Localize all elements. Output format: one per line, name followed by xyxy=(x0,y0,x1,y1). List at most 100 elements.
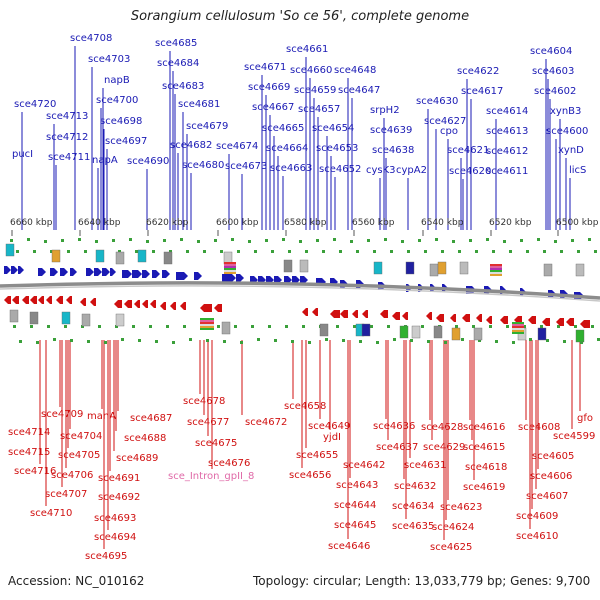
reverse-gene-arrow xyxy=(170,302,176,310)
scale-tick-label: 6500 kbp xyxy=(556,218,599,228)
reverse-feature-block xyxy=(433,325,443,339)
label-connectors xyxy=(21,46,581,549)
marker-dot xyxy=(186,250,189,253)
reverse-feature-block xyxy=(29,311,39,325)
forward-gene-label: sce4690 xyxy=(127,156,169,167)
marker-dot xyxy=(47,325,50,328)
forward-gene-arrow xyxy=(102,268,110,276)
marker-dot xyxy=(469,239,472,242)
forward-gene-label: cypA2 xyxy=(396,165,427,176)
forward-gene-label: sce4665 xyxy=(262,123,304,134)
reverse-feature-block xyxy=(319,323,329,337)
forward-gene-arrow xyxy=(50,268,58,276)
reverse-gene-arrow xyxy=(66,296,72,304)
forward-gene-label: sce4698 xyxy=(100,116,142,127)
forward-gene-label: sce4674 xyxy=(216,141,258,152)
marker-dot xyxy=(67,250,70,253)
forward-feature-block xyxy=(429,263,439,277)
forward-feature-block xyxy=(490,272,502,274)
scale-tick-label: 6580 kbp xyxy=(284,218,327,228)
marker-dot xyxy=(132,325,135,328)
reverse-feature-block xyxy=(451,327,461,341)
forward-gene-label: sce4671 xyxy=(244,62,286,73)
marker-dot xyxy=(322,250,325,253)
forward-gene-label: sce4627 xyxy=(424,116,466,127)
marker-dot xyxy=(36,341,39,344)
forward-gene-label: sce4679 xyxy=(186,121,228,132)
marker-dot xyxy=(393,338,396,341)
forward-gene-label: sce4617 xyxy=(461,86,503,97)
reverse-feature-block xyxy=(200,328,214,330)
forward-gene-label: xynB3 xyxy=(550,106,581,117)
reverse-gene-label: sce4609 xyxy=(516,511,558,522)
marker-dot xyxy=(495,340,498,343)
reverse-gene-label: sce4623 xyxy=(440,502,482,513)
marker-dot xyxy=(594,250,597,253)
reverse-gene-arrow xyxy=(180,302,186,310)
marker-dot xyxy=(387,325,390,328)
marker-dot xyxy=(546,339,549,342)
marker-dot xyxy=(376,341,379,344)
reverse-gene-label: sce4634 xyxy=(392,501,434,512)
forward-gene-label: sce4614 xyxy=(486,106,528,117)
marker-dot xyxy=(424,250,427,253)
forward-gene-label: sce4673 xyxy=(225,161,267,172)
marker-dot xyxy=(353,325,356,328)
reverse-gene-label: sce4616 xyxy=(463,422,505,433)
marker-dot xyxy=(333,238,336,241)
marker-dot xyxy=(95,240,98,243)
marker-dot xyxy=(512,341,515,344)
scale-tick-label: 6520 kbp xyxy=(489,218,532,228)
reverse-feature-block xyxy=(512,332,524,334)
reverse-gene-arrow xyxy=(556,318,564,326)
reverse-feature-block xyxy=(473,327,483,341)
marker-dot xyxy=(523,325,526,328)
rna-feature-label: sce_Intron_gpII_8 xyxy=(168,471,254,482)
marker-dot xyxy=(302,325,305,328)
reverse-gene-label: sce4625 xyxy=(430,542,472,553)
forward-feature-block xyxy=(224,264,236,266)
marker-dot xyxy=(121,338,124,341)
forward-feature-block xyxy=(490,270,502,272)
forward-gene-label: srpH2 xyxy=(370,105,400,116)
reverse-gene-label: sce4646 xyxy=(328,541,370,552)
forward-gene-arrow xyxy=(142,270,150,278)
marker-dot xyxy=(580,341,583,344)
forward-feature-block xyxy=(224,270,236,272)
marker-dot xyxy=(492,250,495,253)
forward-gene-arrow xyxy=(110,268,116,276)
reverse-feature-block xyxy=(575,329,585,343)
forward-gene-label: sce4648 xyxy=(334,65,376,76)
forward-gene-label: sce4630 xyxy=(416,96,458,107)
reverse-feature-block xyxy=(200,326,214,328)
marker-dot xyxy=(339,250,342,253)
marker-dot xyxy=(291,340,294,343)
forward-gene-label: napB xyxy=(104,75,130,86)
marker-dot xyxy=(588,238,591,241)
marker-dot xyxy=(563,340,566,343)
reverse-gene-label: sce4691 xyxy=(98,473,140,484)
marker-dot xyxy=(30,325,33,328)
marker-dot xyxy=(274,339,277,342)
scale-ticks: 6660 kbp 6640 kbp 6620 kbp 6600 kbp 6580 kbp… xyxy=(10,218,599,236)
forward-gene-label: sce4603 xyxy=(532,66,574,77)
marker-dot xyxy=(257,338,260,341)
reverse-gene-label: sce4618 xyxy=(465,462,507,473)
marker-dot xyxy=(444,341,447,344)
reverse-gene-label: sce4636 xyxy=(373,421,415,432)
map-title: Sorangium cellulosum 'So ce 56', complet… xyxy=(130,9,470,24)
reverse-gene-arrow xyxy=(124,300,132,308)
marker-dot xyxy=(254,250,257,253)
forward-gene-label: sce4622 xyxy=(457,66,499,77)
marker-dot xyxy=(183,325,186,328)
marker-dot xyxy=(10,239,13,242)
reverse-feature-block xyxy=(512,330,524,332)
reverse-gene-arrow xyxy=(392,312,400,320)
marker-dot xyxy=(418,239,421,242)
forward-gene-label: sce4703 xyxy=(88,54,130,65)
forward-gene-label: sce4620 xyxy=(449,166,491,177)
forward-gene-arrow xyxy=(222,274,236,282)
reverse-gene-arrow xyxy=(46,296,52,304)
reverse-feature-block xyxy=(61,311,71,325)
forward-gene-arrow xyxy=(194,272,202,280)
